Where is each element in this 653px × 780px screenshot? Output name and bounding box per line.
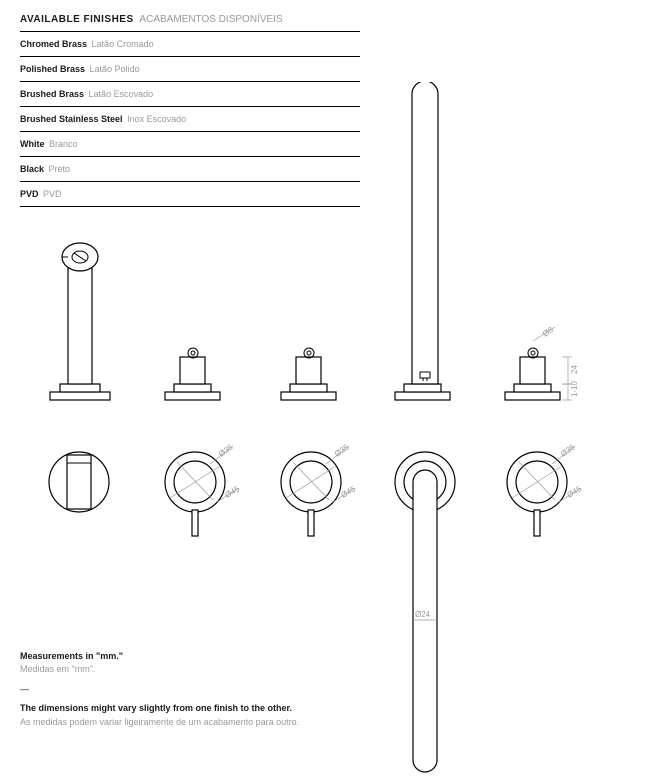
dim-knob-h: 24: [570, 365, 579, 374]
finish-row: Black Preto: [20, 157, 360, 182]
dim-base-h: 1-10: [570, 380, 579, 397]
plan-view-spout: Ø24: [385, 440, 485, 780]
finish-row: Brushed Stainless Steel Inox Escovado: [20, 107, 360, 132]
finishes-header: AVAILABLE FINISHES ACABAMENTOS DISPONÍVE…: [20, 10, 360, 32]
footer-dash: —: [20, 683, 299, 697]
plan-view-handle-3: Ø35 Ø45: [497, 440, 597, 540]
side-view-handle-1: [160, 347, 230, 407]
plan-view-shower: [44, 447, 114, 517]
side-view-handle-2: [276, 347, 346, 407]
side-view-handle-3: Ø8 24 1-10: [500, 327, 620, 407]
finish-row: Polished Brass Latão Polido: [20, 57, 360, 82]
side-view-spout: [390, 82, 460, 407]
footer-note-en: The dimensions might vary slightly from …: [20, 703, 292, 713]
finish-row: Chromed Brass Latão Cromado: [20, 32, 360, 57]
footer-note-pt: As medidas podem variar ligeiramente de …: [20, 716, 299, 730]
dim-base-dia: Ø45: [340, 484, 358, 500]
dim-base-dia: Ø45: [566, 484, 584, 500]
plan-view-handle-1: Ø35 Ø45: [155, 440, 255, 540]
footer-notes: Measurements in "mm." Medidas em "mm". —…: [20, 650, 299, 730]
dim-base-dia: Ø45: [224, 484, 242, 500]
plan-view-handle-2: Ø35 Ø45: [271, 440, 371, 540]
footer-meas-en: Measurements in "mm.": [20, 651, 123, 661]
dim-ring-dia: Ø35: [217, 442, 235, 458]
technical-drawings: Ø8 24 1-10 Ø35 Ø45: [20, 227, 633, 667]
header-en: AVAILABLE FINISHES: [20, 14, 134, 25]
side-view-shower: [40, 227, 120, 407]
finish-row: PVD PVD: [20, 182, 360, 207]
finish-row: Brushed Brass Latão Escovado: [20, 82, 360, 107]
dim-ring-dia: Ø35: [559, 442, 577, 458]
header-pt: ACABAMENTOS DISPONÍVEIS: [139, 14, 282, 25]
footer-meas-pt: Medidas em "mm".: [20, 663, 299, 677]
dim-spout-dia: Ø24: [415, 610, 431, 619]
dim-ring-dia: Ø35: [333, 442, 351, 458]
finishes-table: AVAILABLE FINISHES ACABAMENTOS DISPONÍVE…: [20, 10, 360, 207]
dim-knob-dia: Ø8: [541, 327, 555, 339]
finish-row: White Branco: [20, 132, 360, 157]
